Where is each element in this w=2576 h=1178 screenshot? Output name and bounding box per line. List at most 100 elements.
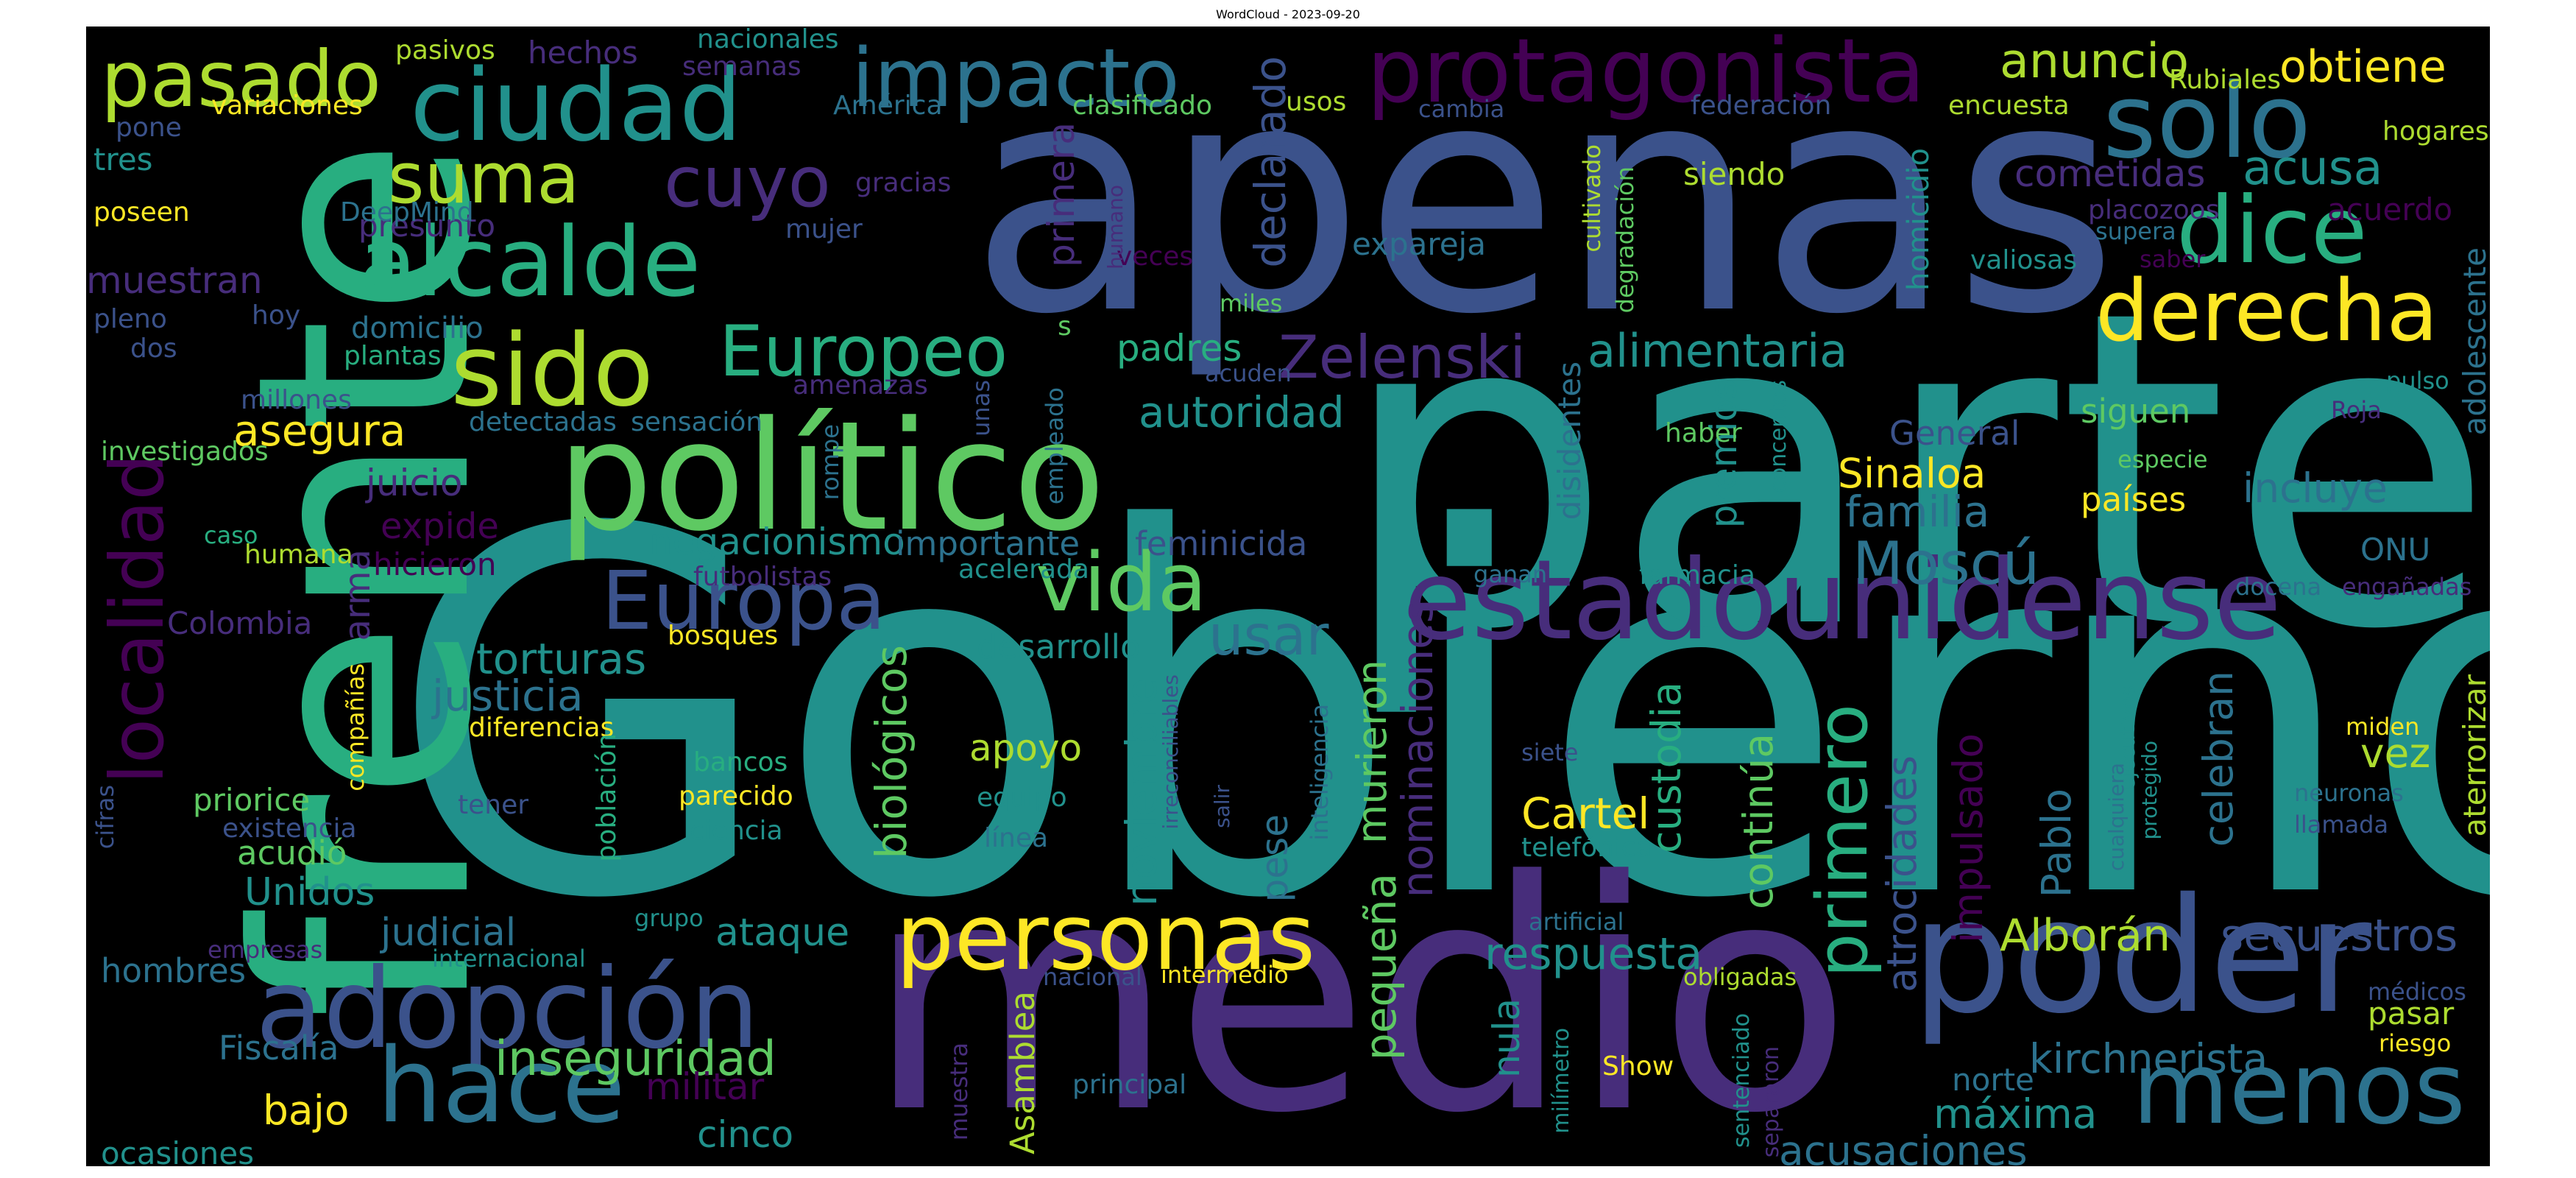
word-desarrollo: desarrollo <box>977 627 1141 666</box>
word-acusaciones: acusaciones <box>1779 1127 2028 1167</box>
word-sentenciado: sentenciado <box>1729 1013 1755 1148</box>
word-existencia: existencia <box>222 814 357 844</box>
word-roja: Roja <box>2331 396 2382 424</box>
word-custodia: custodia <box>1643 682 1690 853</box>
word-investigados: investigados <box>101 437 269 467</box>
word-tener: tener <box>458 790 529 820</box>
word-haber: haber <box>1665 418 1742 448</box>
word-pese: pese <box>1253 814 1296 903</box>
word-hombres: hombres <box>101 951 247 990</box>
word-linea: línea <box>984 823 1049 853</box>
word-menos: menos <box>2132 1031 2466 1146</box>
word-amenazas: amenazas <box>793 370 928 401</box>
word-feminicida: feminicida <box>1135 524 1308 563</box>
word-cartel: Cartel <box>1521 789 1650 839</box>
word-millones: millones <box>241 385 352 415</box>
word-general: General <box>1889 414 2020 453</box>
word-aterrorizar: aterrorizar <box>2457 674 2490 837</box>
word-respuesta: respuesta <box>1485 928 1703 980</box>
word-separaron: separaron <box>1758 1046 1784 1158</box>
word-cualquiera: cualquiera <box>2104 763 2129 872</box>
word-localidad: localidad <box>94 454 180 785</box>
word-siguen: siguen <box>2081 392 2191 431</box>
word-derecha: derecha <box>2095 262 2438 361</box>
word-justicia: justicia <box>432 671 584 721</box>
word-irreconciliables: irreconciliables <box>1158 674 1183 830</box>
word-vida: vida <box>1036 535 1207 629</box>
word-caso: caso <box>204 521 258 549</box>
word-moscu: Moscú <box>1853 529 2040 598</box>
word-humana: humana <box>244 540 353 570</box>
word-grupo: grupo <box>634 904 704 932</box>
word-companias: compañías <box>342 663 369 791</box>
word-cloud: Gobierno parte apenas medio frente estad… <box>86 27 2490 1166</box>
word-ocasiones: ocasiones <box>101 1135 255 1167</box>
word-clasificado: clasificado <box>1072 91 1213 121</box>
word-miden: miden <box>2346 713 2420 741</box>
word-suma: suma <box>388 138 580 219</box>
word-hogares: hogares <box>2382 116 2489 147</box>
word-show: Show <box>1602 1051 1674 1082</box>
word-maxima: máxima <box>1933 1090 2098 1138</box>
word-poseen: poseen <box>93 197 190 228</box>
word-militar: militar <box>645 1065 765 1108</box>
word-norte: norte <box>1952 1062 2034 1098</box>
word-impacto: impacto <box>852 31 1180 125</box>
word-medicos: médicos <box>2368 978 2466 1006</box>
word-pone: pone <box>116 113 182 143</box>
word-asegura: asegura <box>233 406 406 456</box>
word-placozoos: placozoos <box>2088 195 2220 225</box>
word-autoridad: autoridad <box>1139 387 1345 437</box>
word-impulsado: impulsado <box>1945 733 1992 943</box>
word-siendo: siendo <box>1683 156 1786 192</box>
word-priorice: priorice <box>193 782 311 818</box>
word-celebran: celebran <box>2195 671 2242 847</box>
word-valiosas: valiosas <box>1970 245 2077 275</box>
word-alimentaria: alimentaria <box>1588 324 1848 378</box>
word-murieron: murieron <box>1348 660 1395 844</box>
word-cambia: cambia <box>1418 95 1505 123</box>
word-tres: tres <box>93 141 153 177</box>
word-america: América <box>833 91 943 121</box>
word-cinco: cinco <box>697 1113 794 1156</box>
word-primera: primera <box>1040 122 1083 267</box>
word-sinaloa: Sinaloa <box>1838 450 1986 497</box>
word-degradacion: degradación <box>1611 166 1639 314</box>
word-s: s <box>1058 311 1072 342</box>
word-acuerdo: acuerdo <box>2327 191 2453 228</box>
word-principal: principal <box>1072 1070 1187 1100</box>
word-enganadas: engañadas <box>2342 573 2472 601</box>
word-nacionales: nacionales <box>697 27 839 54</box>
word-politico: político <box>557 389 1105 565</box>
word-homicidio: homicidio <box>1902 148 1936 291</box>
word-europeo: Europeo <box>719 311 1008 392</box>
word-milimetro: milímetro <box>1549 1028 1574 1134</box>
word-protegido: protegido <box>2137 741 2162 840</box>
word-cultivado: cultivado <box>1578 144 1606 253</box>
word-biologicos: biológicos <box>866 645 916 859</box>
word-futbolistas: futbolistas <box>693 562 832 592</box>
word-bajo: bajo <box>263 1087 350 1134</box>
word-poblacion: población <box>592 733 622 862</box>
word-obtiene: obtiene <box>2279 41 2446 93</box>
word-gobierno: Gobierno <box>388 426 2490 1008</box>
word-medio: medio <box>866 814 1852 1166</box>
word-federacion: federación <box>1691 91 1832 121</box>
word-expide: expide <box>381 506 499 547</box>
word-gracias: gracias <box>855 168 952 198</box>
word-dice: dice <box>2176 177 2368 284</box>
word-cometidas: cometidas <box>2014 152 2206 195</box>
word-pablo: Pablo <box>2033 789 2080 898</box>
word-unas: unas <box>967 380 995 437</box>
word-torturas: torturas <box>476 634 647 684</box>
word-atrocidades: atrocidades <box>1878 755 1925 992</box>
word-vez: vez <box>2360 730 2431 777</box>
word-parecido: parecido <box>679 781 793 811</box>
word-pulso: pulso <box>2386 367 2449 395</box>
word-semanas: semanas <box>682 52 802 82</box>
word-empleado: empleado <box>1041 387 1069 505</box>
word-mujer: mujer <box>785 214 863 244</box>
word-nacional: nacional <box>1043 963 1142 991</box>
word-pasivos: pasivos <box>395 35 495 66</box>
word-especie: especie <box>2117 445 2208 473</box>
